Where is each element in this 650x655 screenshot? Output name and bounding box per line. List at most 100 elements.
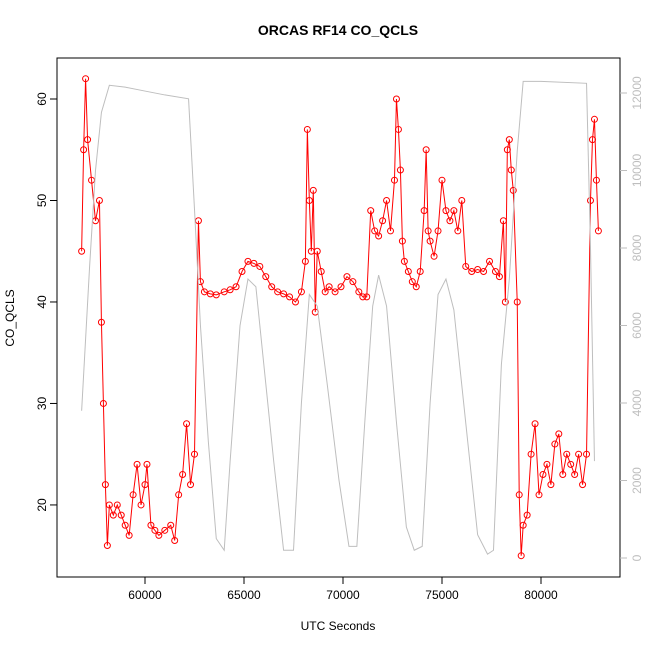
data-point: [499, 217, 507, 225]
data-point: [486, 257, 494, 265]
data-point: [590, 115, 598, 123]
data-point: [155, 531, 163, 539]
data-point: [313, 247, 321, 255]
data-point: [321, 288, 329, 296]
data-point: [109, 511, 117, 519]
data-point: [426, 237, 434, 245]
data-point: [305, 196, 313, 204]
data-point: [343, 273, 351, 281]
data-point: [367, 207, 375, 215]
data-point: [175, 491, 183, 499]
data-point: [309, 186, 317, 194]
data-point: [268, 283, 276, 291]
data-point: [200, 288, 208, 296]
data-point: [390, 176, 398, 184]
data-point: [495, 273, 503, 281]
data-point: [161, 526, 169, 534]
data-point: [190, 450, 198, 458]
data-point: [301, 257, 309, 265]
data-point: [291, 298, 299, 306]
data-point: [559, 470, 567, 478]
data-point: [95, 196, 103, 204]
data-point: [349, 278, 357, 286]
data-point: [179, 470, 187, 478]
data-point: [244, 257, 252, 265]
y2-tick-label: 0: [630, 554, 644, 561]
data-point: [121, 521, 129, 529]
data-point: [303, 125, 311, 133]
data-point: [82, 75, 90, 83]
data-point: [434, 227, 442, 235]
data-point: [167, 521, 175, 529]
data-point: [396, 166, 404, 174]
data-point: [462, 262, 470, 270]
data-point: [187, 481, 195, 489]
y-tick-label: 20: [35, 498, 49, 512]
data-point: [583, 450, 591, 458]
data-point: [450, 207, 458, 215]
data-point: [317, 268, 325, 276]
data-point: [438, 176, 446, 184]
x-tick-label: 75000: [425, 588, 459, 602]
data-point: [416, 268, 424, 276]
data-point: [446, 217, 454, 225]
data-point: [331, 288, 339, 296]
data-point: [420, 207, 428, 215]
data-point: [543, 460, 551, 468]
data-point: [400, 257, 408, 265]
data-point: [103, 542, 111, 550]
data-point: [442, 207, 450, 215]
series-line: [81, 78, 599, 556]
data-point: [515, 491, 523, 499]
data-point: [80, 146, 88, 154]
data-point: [509, 186, 517, 194]
data-point: [555, 430, 563, 438]
data-point: [412, 283, 420, 291]
y2-tick-label: 10000: [630, 153, 644, 187]
data-point: [592, 176, 600, 184]
data-point: [594, 227, 602, 235]
data-point: [394, 125, 402, 133]
data-point: [256, 262, 264, 270]
data-point: [392, 95, 400, 103]
data-point: [575, 450, 583, 458]
data-point: [337, 283, 345, 291]
data-point: [517, 552, 525, 560]
data-point: [468, 268, 476, 276]
data-point: [563, 450, 571, 458]
data-point: [325, 283, 333, 291]
data-point: [458, 196, 466, 204]
data-point: [151, 526, 159, 534]
y-tick-label: 40: [35, 295, 49, 309]
data-point: [422, 146, 430, 154]
y2-tick-label: 6000: [630, 312, 644, 339]
data-point: [137, 501, 145, 509]
y2-tick-label: 4000: [630, 389, 644, 416]
data-point: [274, 288, 282, 296]
data-point: [571, 470, 579, 478]
data-point: [113, 501, 121, 509]
y2-tick-label: 8000: [630, 234, 644, 261]
data-point: [133, 460, 141, 468]
data-point: [141, 481, 149, 489]
y-tick-label: 50: [35, 193, 49, 207]
data-point: [454, 227, 462, 235]
data-point: [238, 268, 246, 276]
data-point: [398, 237, 406, 245]
data-point: [375, 232, 383, 240]
data-point: [505, 136, 513, 144]
data-point: [404, 268, 412, 276]
data-point: [371, 227, 379, 235]
data-point: [383, 196, 391, 204]
data-point: [430, 252, 438, 260]
plot-box: [56, 57, 621, 578]
y-tick-label: 60: [35, 92, 49, 106]
data-point: [183, 420, 191, 428]
y2-tick-label: 12000: [630, 76, 644, 110]
data-point: [171, 536, 179, 544]
data-point: [105, 501, 113, 509]
data-point: [507, 166, 515, 174]
data-point: [359, 293, 367, 301]
chart-title: ORCAS RF14 CO_QCLS: [258, 22, 418, 38]
